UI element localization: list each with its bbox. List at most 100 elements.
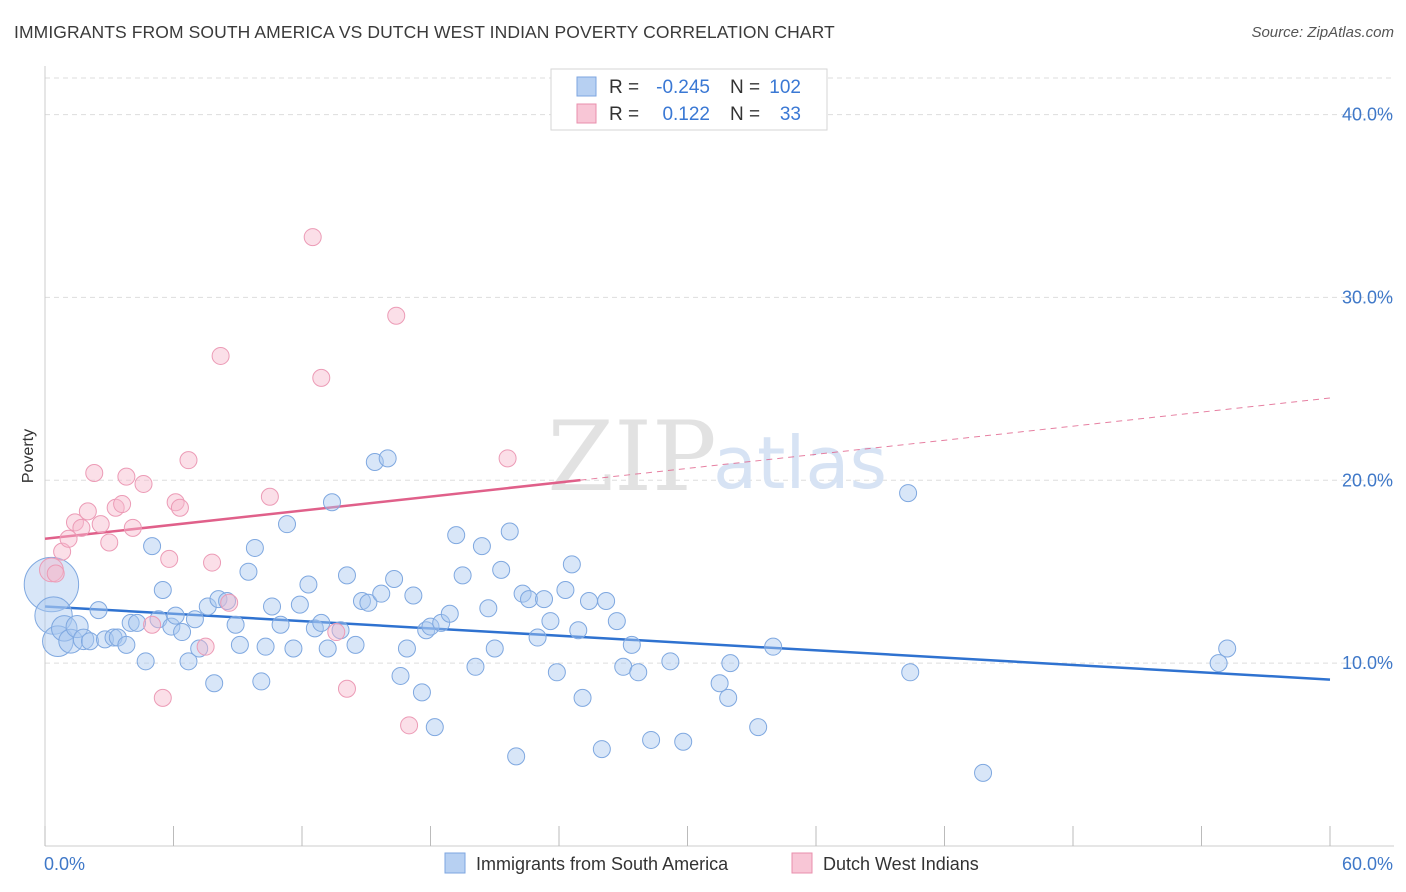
point-immigrants <box>352 591 371 610</box>
point-immigrants <box>397 639 416 658</box>
point-dutch-west-indians <box>143 615 162 634</box>
legend-r-value: 0.122 <box>662 104 710 125</box>
point-immigrants <box>117 635 136 654</box>
point-immigrants <box>1209 654 1228 673</box>
point-dutch-west-indians <box>85 463 104 482</box>
trend-line-blue <box>44 605 1331 681</box>
point-immigrants <box>226 615 245 634</box>
point-immigrants <box>447 526 466 545</box>
legend-item-dutch-west-indians[interactable]: Dutch West Indians <box>791 852 979 874</box>
point-immigrants <box>80 632 99 651</box>
legend-n-value: 102 <box>769 77 801 98</box>
point-immigrants <box>901 663 920 682</box>
point-immigrants <box>372 584 391 603</box>
point-immigrants <box>492 560 511 579</box>
point-immigrants <box>556 581 575 599</box>
point-immigrants <box>173 623 192 642</box>
point-immigrants <box>245 538 264 557</box>
point-dutch-west-indians <box>387 306 406 325</box>
point-immigrants <box>34 596 73 635</box>
legend-r-label: R = <box>609 104 639 125</box>
point-dutch-west-indians <box>498 449 517 468</box>
point-immigrants <box>23 556 80 613</box>
point-immigrants <box>412 683 431 702</box>
legend-r-value: -0.245 <box>656 77 710 98</box>
point-immigrants <box>569 621 588 640</box>
watermark-zip: ZIP <box>547 401 716 513</box>
point-immigrants <box>661 652 680 671</box>
legend-n-label: N = <box>730 104 760 125</box>
point-immigrants <box>573 688 592 707</box>
trend-line-pink-extension <box>580 397 1331 481</box>
legend-row-pink: R = 0.122 N = 33 <box>576 103 801 125</box>
point-immigrants <box>485 639 504 658</box>
point-immigrants <box>404 586 423 605</box>
trend-lines <box>44 397 1331 681</box>
point-dutch-west-indians <box>153 688 172 707</box>
point-immigrants <box>378 449 397 468</box>
point-immigrants <box>359 593 378 612</box>
point-immigrants <box>51 615 78 642</box>
point-immigrants <box>1218 639 1237 658</box>
point-immigrants <box>322 493 341 512</box>
point-dutch-west-indians <box>91 515 110 534</box>
legend-item-immigrants[interactable]: Immigrants from South America <box>444 852 729 874</box>
point-dutch-west-indians <box>59 529 78 548</box>
point-immigrants <box>592 740 611 759</box>
point-immigrants <box>520 590 539 609</box>
point-immigrants <box>547 663 566 682</box>
source-note: Source: ZipAtlas.com <box>1251 24 1394 41</box>
y-tick-label: 40.0% <box>1342 105 1393 125</box>
point-dutch-west-indians <box>196 637 215 656</box>
watermark-atlas: atlas <box>713 421 887 505</box>
point-dutch-west-indians <box>78 502 97 521</box>
point-immigrants <box>290 595 309 614</box>
point-immigrants <box>299 575 318 594</box>
legend-swatch-blue <box>444 852 466 874</box>
point-immigrants <box>719 688 738 707</box>
point-immigrants <box>528 628 547 647</box>
legend-r-label: R = <box>609 77 639 98</box>
point-immigrants <box>974 763 993 782</box>
point-immigrants <box>607 612 626 631</box>
point-immigrants <box>136 652 155 671</box>
point-dutch-west-indians <box>117 467 136 486</box>
point-immigrants <box>312 613 331 632</box>
point-immigrants <box>166 606 185 625</box>
series-legend: Immigrants from South America Dutch West… <box>444 852 979 874</box>
y-tick-label: 10.0% <box>1342 653 1393 673</box>
point-immigrants <box>440 604 459 623</box>
point-immigrants <box>535 590 554 609</box>
point-dutch-west-indians <box>100 533 119 552</box>
point-immigrants <box>562 555 581 574</box>
legend-swatch-pink <box>576 103 597 124</box>
point-immigrants <box>256 637 275 656</box>
point-dutch-west-indians <box>123 518 142 537</box>
point-dutch-west-indians <box>337 679 356 698</box>
point-immigrants <box>507 747 526 766</box>
point-immigrants <box>622 635 641 654</box>
point-immigrants <box>263 597 282 616</box>
legend-n-value: 33 <box>780 104 801 125</box>
point-immigrants <box>749 718 768 737</box>
legend-box <box>550 68 828 131</box>
point-dutch-west-indians <box>312 368 331 387</box>
point-immigrants <box>239 562 258 581</box>
trend-line-pink <box>44 478 581 541</box>
legend-label-dutch-west-indians: Dutch West Indians <box>823 854 979 874</box>
point-immigrants <box>453 566 472 585</box>
point-dutch-west-indians <box>134 474 153 493</box>
point-immigrants <box>318 639 337 658</box>
point-immigrants <box>143 537 162 556</box>
point-immigrants <box>479 599 498 618</box>
point-immigrants <box>278 515 297 534</box>
point-immigrants <box>252 672 271 691</box>
point-immigrants <box>391 666 410 685</box>
axes <box>44 66 1394 847</box>
point-dutch-west-indians <box>211 346 230 365</box>
point-dutch-west-indians <box>260 487 279 506</box>
point-immigrants <box>72 628 95 651</box>
point-dutch-west-indians <box>113 495 132 514</box>
point-dutch-west-indians <box>400 716 419 735</box>
point-dutch-west-indians <box>170 498 189 517</box>
